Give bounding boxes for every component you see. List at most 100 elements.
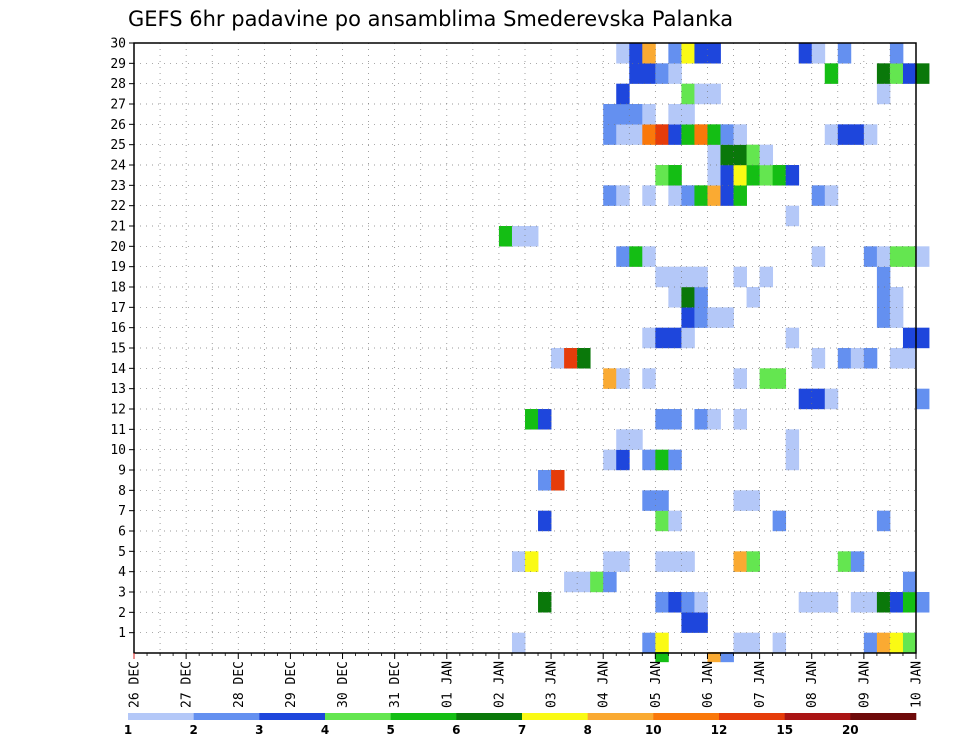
precip-cell xyxy=(681,124,695,145)
precip-cell xyxy=(902,348,917,369)
y-tick-label: 15 xyxy=(110,342,126,357)
precip-cell xyxy=(850,348,865,369)
precip-cell xyxy=(668,327,682,349)
precip-cell xyxy=(902,63,917,84)
precip-cell xyxy=(694,409,708,430)
colorbar: 1 2 3 4 5 6 7 8 10 12 15 20 xyxy=(124,713,917,737)
precip-cell xyxy=(811,388,826,410)
precip-cell xyxy=(772,165,787,186)
precip-cell xyxy=(785,165,800,186)
precip-cell xyxy=(681,592,695,613)
precip-cell xyxy=(720,124,734,145)
precip-cell xyxy=(681,327,695,349)
precip-cell xyxy=(707,144,721,166)
precip-cell xyxy=(603,104,617,125)
precip-cell xyxy=(629,43,643,64)
precip-cell xyxy=(694,287,708,308)
precip-cell xyxy=(837,124,852,145)
colorbar-segment xyxy=(128,713,194,720)
precip-cell xyxy=(603,551,617,572)
y-tick-label: 10 xyxy=(110,443,126,458)
x-tick-label: 03 JAN xyxy=(545,661,560,708)
precip-cell xyxy=(681,104,695,125)
colorbar-segment xyxy=(719,713,785,720)
precip-cell xyxy=(889,43,904,64)
colorbar-label: 8 xyxy=(584,723,592,737)
precip-cell xyxy=(720,307,734,328)
y-tick-label: 8 xyxy=(118,484,126,499)
precip-cell xyxy=(785,449,800,471)
precip-cell xyxy=(616,449,630,471)
precip-cell xyxy=(733,409,747,430)
precip-cell xyxy=(538,409,552,430)
precip-cell xyxy=(876,287,891,308)
y-tick-label: 2 xyxy=(118,606,126,621)
precip-cell xyxy=(538,470,552,491)
precip-cell xyxy=(590,571,604,593)
precip-cell xyxy=(772,510,787,532)
precip-cell xyxy=(577,348,591,369)
y-tick-label: 18 xyxy=(110,281,126,296)
precip-cell xyxy=(876,63,891,84)
precip-cell xyxy=(681,266,695,288)
precip-cell xyxy=(511,551,526,572)
y-tick-label: 9 xyxy=(118,464,126,479)
precip-cell xyxy=(785,429,800,450)
y-tick-label: 13 xyxy=(110,382,126,397)
precip-cell xyxy=(668,185,682,206)
precip-cell xyxy=(707,409,721,430)
precip-cell xyxy=(668,165,682,186)
colorbar-label: 5 xyxy=(387,723,395,737)
precip-cell xyxy=(902,571,917,593)
precip-cell xyxy=(668,510,682,532)
precip-cell xyxy=(733,124,747,145)
precip-cell xyxy=(720,652,734,663)
precip-cell xyxy=(642,632,656,654)
precip-cell xyxy=(655,63,669,84)
precip-cell xyxy=(889,246,904,267)
chart-title: GEFS 6hr padavine po ansamblima Smederev… xyxy=(128,7,733,31)
precip-cell xyxy=(655,592,669,613)
precip-cell xyxy=(746,490,760,511)
precip-cell xyxy=(850,592,865,613)
precip-cell xyxy=(733,185,747,206)
colorbar-segment xyxy=(522,713,588,720)
precip-cell xyxy=(837,43,852,64)
colorbar-label: 1 xyxy=(124,723,132,737)
colorbar-segment xyxy=(390,713,457,720)
y-tick-label: 6 xyxy=(118,525,126,540)
precip-cell xyxy=(642,246,656,267)
y-tick-label: 29 xyxy=(110,57,126,72)
precip-cell xyxy=(811,43,826,64)
x-tick-label: 29 DEC xyxy=(284,661,299,708)
precip-cell xyxy=(681,307,695,328)
precip-cell xyxy=(655,266,669,288)
precip-cell xyxy=(694,266,708,288)
precip-cell xyxy=(889,348,904,369)
precip-cell xyxy=(811,592,826,613)
precip-cell xyxy=(525,226,539,247)
precip-cell xyxy=(746,165,760,186)
y-tick-label: 7 xyxy=(118,504,126,519)
precip-cell xyxy=(772,632,787,654)
precip-cell xyxy=(746,551,760,572)
precip-cell xyxy=(889,63,904,84)
precip-cell xyxy=(850,551,865,572)
precip-cell xyxy=(642,124,656,145)
precip-cell xyxy=(668,104,682,125)
y-tick-label: 4 xyxy=(118,565,126,580)
precip-cell xyxy=(824,185,839,206)
x-tick-label: 30 DEC xyxy=(336,661,351,708)
precip-cell xyxy=(863,592,878,613)
precip-cell xyxy=(824,63,839,84)
precip-cell xyxy=(551,348,565,369)
y-tick-label: 3 xyxy=(118,586,126,601)
precip-cell xyxy=(694,83,708,105)
precip-cell xyxy=(642,368,656,389)
precip-cell xyxy=(655,449,669,471)
precip-cell xyxy=(681,551,695,572)
y-tick-label: 21 xyxy=(110,220,126,235)
precip-cell xyxy=(837,348,852,369)
precip-cell xyxy=(668,43,682,64)
